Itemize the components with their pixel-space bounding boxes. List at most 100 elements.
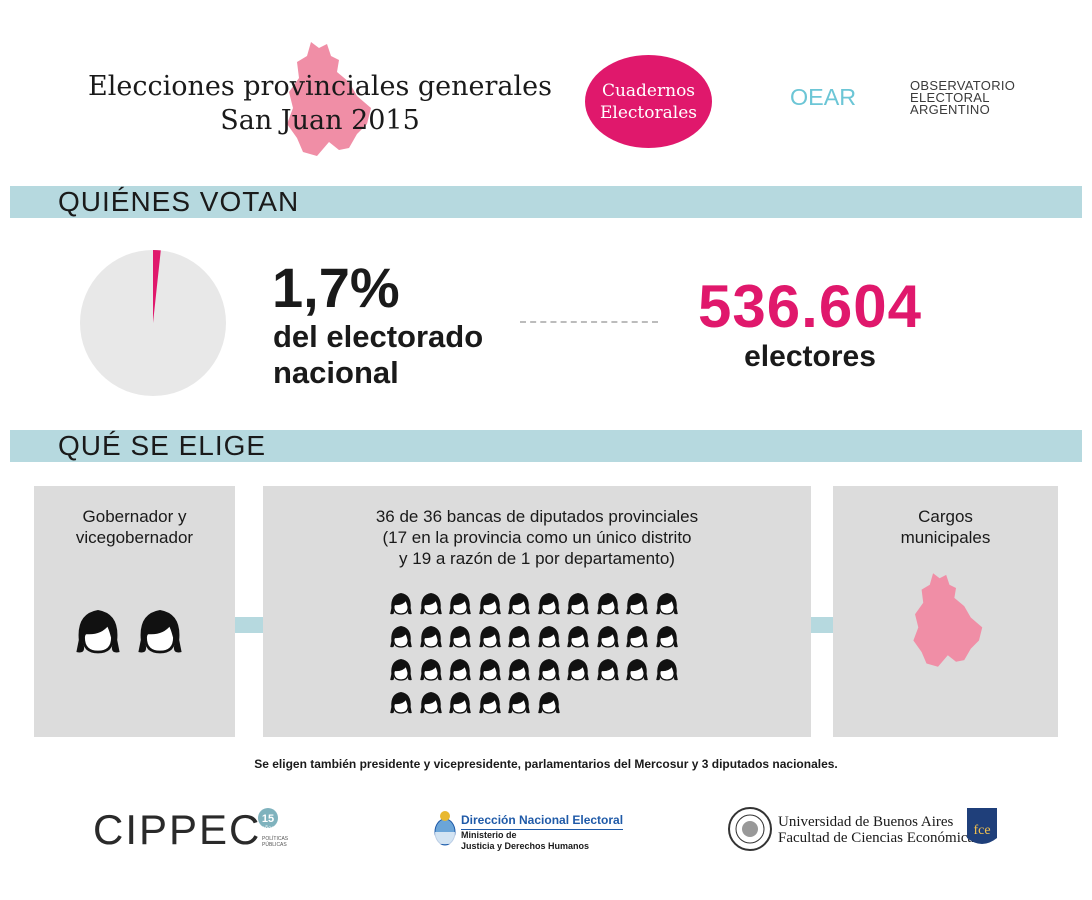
section-bar-who-votes: QUIÉNES VOTAN: [10, 186, 1082, 218]
dne-line-1: Ministerio de: [461, 830, 517, 840]
cippec-sub-line-1: POLÍTICAS: [262, 836, 289, 842]
fce-logo: fce: [967, 808, 997, 844]
deputy-head-icon: [390, 625, 412, 648]
deputy-head-icon: [508, 658, 530, 681]
deputy-head-icon: [390, 592, 412, 615]
deputy-head-icon: [449, 658, 471, 681]
oear-name: OBSERVATORIO ELECTORAL ARGENTINO: [910, 78, 1016, 117]
electorate-pie-chart: [80, 250, 226, 396]
pie-slice-san-juan: [153, 250, 161, 323]
san-juan-municipal-map-icon: [913, 573, 983, 667]
box-municipal-label: Cargos municipales: [833, 506, 1058, 548]
person-head-icon: [76, 609, 120, 654]
electors-label: electores: [744, 340, 876, 373]
deputies-line-1: 36 de 36 bancas de diputados provinciale…: [375, 507, 699, 526]
page-title: Elecciones provinciales generales San Ju…: [60, 70, 580, 138]
box-governor: Gobernador y vicegobernador: [34, 486, 235, 737]
box-deputies-label: 36 de 36 bancas de diputados provinciale…: [263, 506, 811, 569]
deputy-head-icon: [478, 625, 501, 648]
cippec-15-badge-icon: [258, 808, 278, 828]
deputy-head-icon: [419, 592, 442, 615]
fce-logo-text: fce: [973, 823, 990, 838]
governor-line-1: Gobernador y: [82, 507, 187, 526]
connector-right: [811, 617, 833, 633]
deputy-head-icon: [567, 625, 589, 648]
deputies-line-3: y 19 a razón de 1 por departamento): [399, 549, 675, 568]
governor-line-2: vicegobernador: [75, 528, 194, 547]
deputies-icons: [389, 590, 689, 720]
deputy-head-icon: [449, 625, 471, 648]
badge-line-2: Electorales: [600, 102, 697, 123]
deputy-head-icon: [419, 625, 442, 648]
deputy-head-icon: [655, 625, 678, 648]
cippec-sub-line-2: PÚBLICAS: [262, 842, 287, 848]
box-municipal: Cargos municipales: [833, 486, 1058, 737]
cippec-subtitle: POLÍTICAS PÚBLICAS: [262, 836, 288, 848]
uba-seal-icon: [728, 807, 772, 851]
percent-label-line-2: nacional: [273, 355, 399, 390]
uba-name: Universidad de Buenos Aires Facultad de …: [778, 814, 980, 846]
deputy-head-icon: [655, 658, 678, 681]
municipal-line-1: Cargos: [918, 507, 973, 526]
deputy-head-icon: [626, 592, 648, 615]
deputy-head-icon: [508, 592, 530, 615]
cuadernos-electorales-badge: Cuadernos Electorales: [585, 55, 712, 148]
deputy-head-icon: [419, 691, 442, 714]
cippec-logo: CIPPEC: [93, 806, 262, 853]
electorate-percent: 1,7%: [272, 256, 400, 319]
deputy-head-icon: [537, 691, 560, 714]
section-title-what-is-elected: QUÉ SE ELIGE: [58, 430, 267, 461]
uba-line-1: Universidad de Buenos Aires: [778, 814, 954, 830]
deputy-head-icon: [567, 658, 589, 681]
dne-ministry: Ministerio de Justicia y Derechos Humano…: [461, 830, 589, 852]
governor-icons: [74, 604, 204, 654]
deputy-head-icon: [596, 592, 619, 615]
deputy-head-icon: [390, 691, 412, 714]
deputy-head-icon: [478, 658, 501, 681]
deputy-head-icon: [478, 691, 501, 714]
box-governor-label: Gobernador y vicegobernador: [34, 506, 235, 548]
section-title-who-votes: QUIÉNES VOTAN: [58, 186, 300, 217]
deputy-head-icon: [537, 625, 560, 648]
deputy-head-icon: [626, 658, 648, 681]
deputy-head-icon: [508, 625, 530, 648]
deputy-head-icon: [567, 592, 589, 615]
municipal-line-2: municipales: [900, 528, 991, 547]
deputy-head-icon: [419, 658, 442, 681]
percent-label-line-1: del electorado: [273, 319, 484, 354]
deputy-head-icon: [655, 592, 678, 615]
oear-line-2: ELECTORAL: [910, 90, 990, 105]
oear-line-3: ARGENTINO: [910, 102, 990, 117]
electorate-percent-label: del electorado nacional: [273, 319, 533, 391]
footnote: Se eligen también presidente y vicepresi…: [254, 757, 838, 771]
electors-count: 536.604: [698, 273, 922, 340]
dashed-divider: [520, 321, 658, 323]
deputy-head-icon: [596, 658, 619, 681]
deputy-head-icon: [626, 625, 648, 648]
badge-line-1: Cuadernos: [601, 80, 696, 101]
deputy-head-icon: [508, 691, 530, 714]
uba-line-2: Facultad de Ciencias Económicas: [778, 830, 981, 846]
deputy-head-icon: [449, 592, 471, 615]
deputy-head-icon: [478, 592, 501, 615]
deputy-head-icon: [596, 625, 619, 648]
oear-line-1: OBSERVATORIO: [910, 78, 1016, 93]
cippec-years: 15: [261, 813, 275, 825]
cippec-years-sub: años: [261, 826, 275, 832]
oear-logo: OEAR: [790, 84, 856, 110]
oear-logo-text: OEAR: [790, 84, 856, 110]
title-line-2: San Juan 2015: [220, 105, 420, 136]
deputies-line-2: (17 en la provincia como un único distri…: [382, 528, 692, 547]
dne-title: Dirección Nacional Electoral: [461, 812, 624, 830]
person-head-icon: [138, 609, 182, 654]
connector-left: [235, 617, 263, 633]
section-bar-what-is-elected: QUÉ SE ELIGE: [10, 430, 1082, 462]
san-juan-map-icon: [287, 42, 371, 156]
deputy-head-icon: [537, 592, 560, 615]
argentina-emblem-icon: [434, 811, 456, 846]
deputy-head-icon: [449, 691, 471, 714]
deputy-head-icon: [390, 658, 412, 681]
box-deputies: 36 de 36 bancas de diputados provinciale…: [263, 486, 811, 737]
title-line-1: Elecciones provinciales generales: [88, 71, 552, 102]
dne-line-2: Justicia y Derechos Humanos: [461, 841, 590, 851]
